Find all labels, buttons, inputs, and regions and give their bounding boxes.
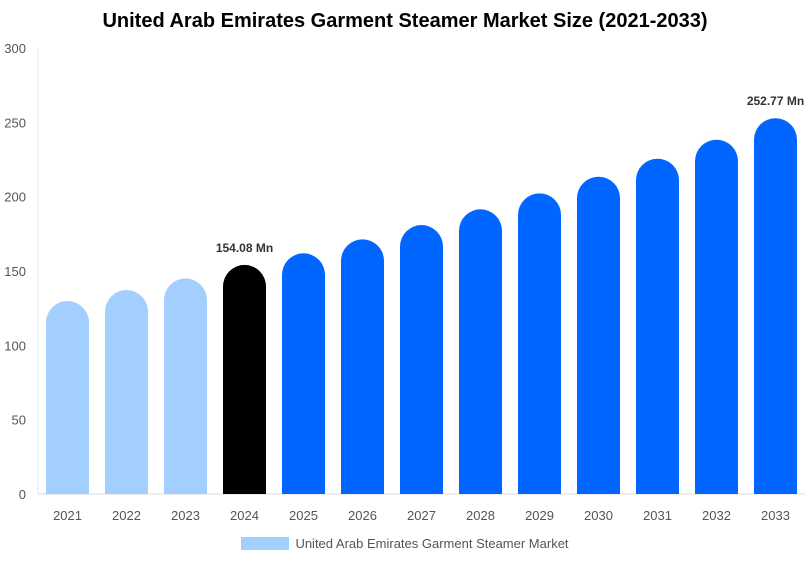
x-tick-label: 2023 [171,508,200,523]
x-tick-label: 2031 [643,508,672,523]
x-tick-label: 2028 [466,508,495,523]
x-tick-label: 2021 [53,508,82,523]
bar-2032[interactable] [695,139,738,494]
legend-swatch [241,537,290,550]
x-tick-label: 2029 [525,508,554,523]
x-tick-label: 2030 [584,508,613,523]
bar-2021[interactable] [46,301,89,494]
y-tick-label: 300 [4,41,26,56]
y-tick-label: 200 [4,190,26,205]
bar-2025[interactable] [282,253,325,494]
x-tick-label: 2024 [230,508,259,523]
data-label: 154.08 Mn [216,241,273,255]
bar-2028[interactable] [459,209,502,494]
x-tick-label: 2032 [702,508,731,523]
y-tick-label: 0 [19,487,26,502]
bar-2023[interactable] [164,278,207,494]
bar-2024[interactable] [223,264,266,494]
x-tick-label: 2026 [348,508,377,523]
data-label: 252.77 Mn [747,94,804,108]
y-tick-label: 100 [4,338,26,353]
y-tick-label: 150 [4,264,26,279]
bar-2022[interactable] [105,290,148,494]
bar-2033[interactable] [754,118,797,494]
legend-label[interactable]: United Arab Emirates Garment Steamer Mar… [295,536,569,551]
y-tick-label: 250 [4,115,26,130]
chart-title: United Arab Emirates Garment Steamer Mar… [102,10,708,32]
legend: United Arab Emirates Garment Steamer Mar… [0,536,810,551]
bar-2029[interactable] [518,193,561,494]
bar-2030[interactable] [577,176,620,495]
x-tick-label: 2033 [761,508,790,523]
y-tick-label: 50 [12,413,26,428]
bar-2026[interactable] [341,239,384,494]
bar-2031[interactable] [636,158,679,495]
x-tick-label: 2027 [407,508,436,523]
x-tick-label: 2025 [289,508,318,523]
bar-2027[interactable] [400,225,443,494]
x-tick-label: 2022 [112,508,141,523]
